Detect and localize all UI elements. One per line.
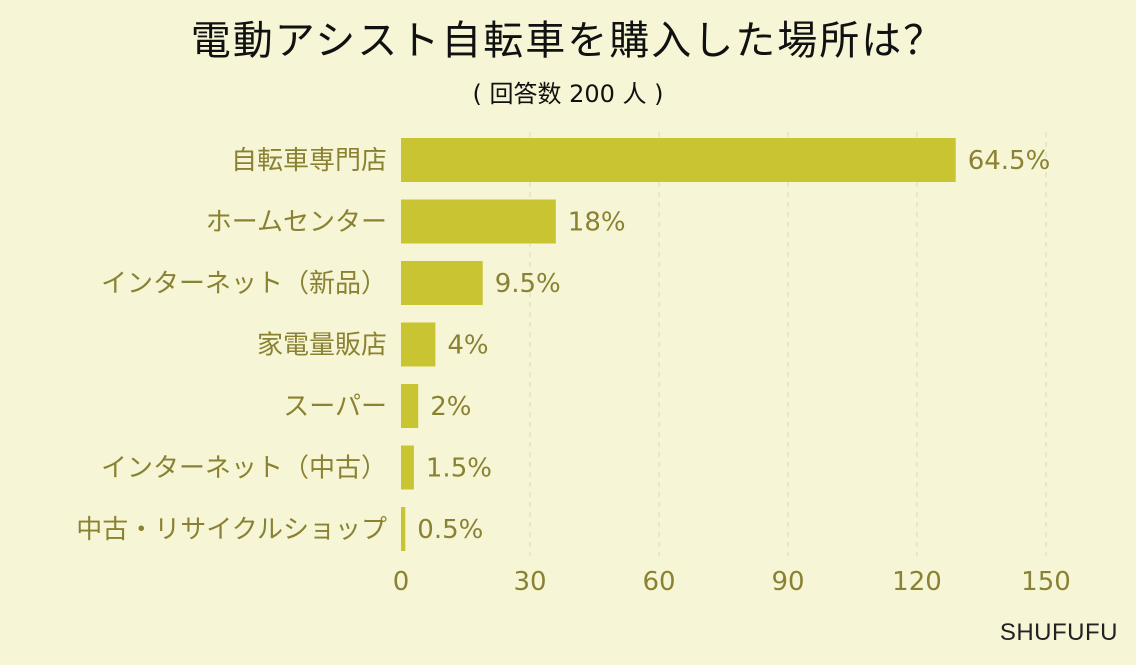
- category-label: インターネット（新品）: [101, 269, 387, 299]
- bar: [401, 322, 436, 367]
- chart-title: 電動アシスト自転車を購入した場所は？: [190, 18, 946, 64]
- x-tick-label: 30: [513, 567, 546, 597]
- category-label: ホームセンター: [206, 208, 387, 238]
- bar: [401, 507, 406, 551]
- value-label: 1.5%: [426, 454, 492, 484]
- category-label: スーパー: [283, 392, 387, 422]
- bar: [401, 138, 956, 182]
- x-tick-label: 150: [1021, 567, 1071, 597]
- x-tick-label: 0: [393, 567, 410, 597]
- brand-label: SHUFUFU: [999, 619, 1118, 646]
- category-label: インターネット（中古）: [101, 454, 387, 484]
- value-label: 18%: [568, 208, 626, 238]
- bar: [401, 199, 556, 244]
- bar: [401, 384, 419, 428]
- x-tick-label: 60: [642, 567, 675, 597]
- value-label: 4%: [447, 331, 488, 361]
- value-label: 64.5%: [968, 146, 1051, 176]
- chart-subtitle: ( 回答数 200 人 ): [472, 80, 664, 108]
- category-label: 家電量販店: [257, 331, 387, 361]
- category-label: 中古・リサイクルショップ: [76, 515, 387, 545]
- value-label: 2%: [430, 392, 471, 422]
- x-tick-label: 90: [771, 567, 804, 597]
- value-label: 9.5%: [495, 269, 561, 299]
- category-label: 自転車専門店: [231, 146, 387, 176]
- x-tick-label: 120: [892, 567, 942, 597]
- bar: [401, 261, 483, 305]
- bar: [401, 445, 414, 490]
- value-label: 0.5%: [417, 515, 483, 545]
